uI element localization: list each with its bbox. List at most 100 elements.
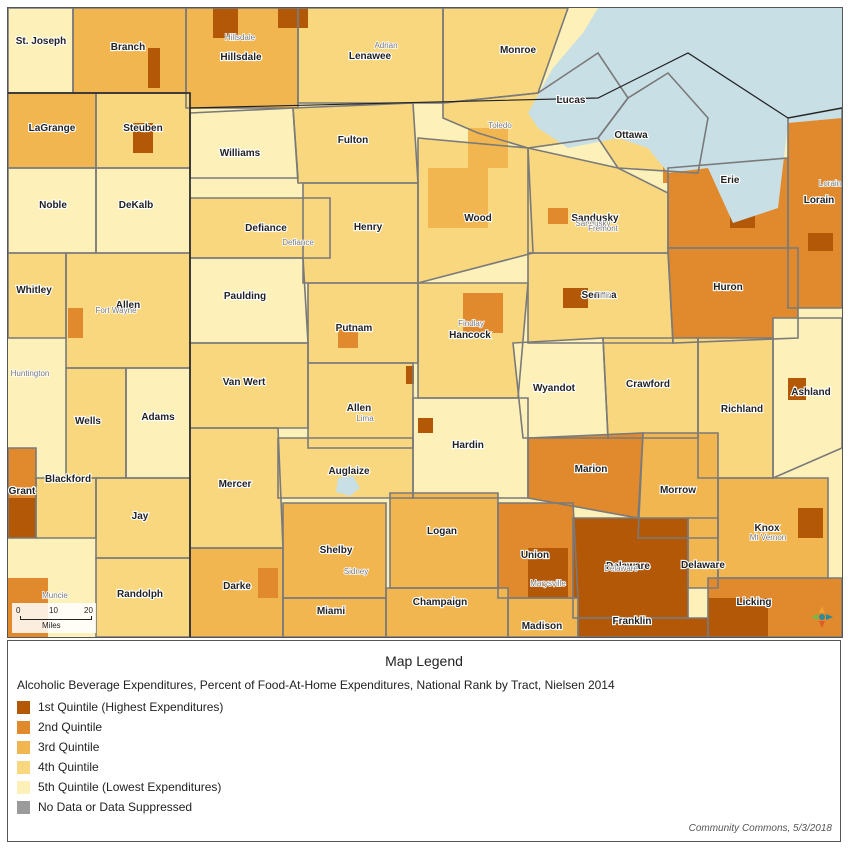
city-label: Adrian [374,41,397,50]
state-line [189,52,842,119]
county-area [8,253,66,338]
county-boundary [687,517,719,589]
tract-patch [278,8,308,28]
county-label: Auglaize [328,466,370,477]
lake-erie-water [336,8,842,496]
county-label: Grant [9,486,36,497]
county-boundary [772,317,842,480]
county-label: Huron [713,282,742,293]
county-label: Blackford [45,474,91,485]
map-canvas[interactable]: St. Joseph Branch Hillsdale Lenawee Monroe Lu… [8,8,842,637]
county-boundary [527,147,669,254]
county-boundary [95,557,191,637]
legend-label: 1st Quintile (Highest Expenditures) [38,700,224,714]
legend-item: 4th Quintile [17,757,223,777]
legend-item: 5th Quintile (Lowest Expenditures) [17,777,223,797]
county-area [788,108,842,308]
county-label: Putnam [336,323,373,334]
county-label: Seneca [581,290,616,301]
city-label: Toledo [488,121,512,130]
tract-patch [468,128,508,168]
county-area [443,8,568,103]
county-label: St. Joseph [16,36,67,47]
county-area [8,8,73,93]
county-label: Monroe [500,45,537,56]
county-area [513,338,608,438]
county-label: Lucas [557,95,586,106]
state-line [8,92,191,637]
county-area [8,168,96,253]
county-label: Madison [522,621,563,632]
county-label: LaGrange [29,123,76,134]
county-label: Fulton [338,135,369,146]
tract-patch [563,288,588,308]
tract-patch [588,528,633,588]
county-area [293,103,418,183]
county-area [190,198,330,258]
county-label: Marion [575,464,608,475]
county-area [308,363,413,448]
legend-swatch [17,800,30,814]
tract-patch [463,293,503,333]
county-label: Sandusky [571,213,619,224]
county-label: Miami [317,606,346,617]
legend-item: No Data or Data Suppressed [17,797,223,817]
county-label: Logan [427,526,457,537]
tract-patch [808,233,833,251]
county-label: Shelby [320,545,353,556]
county-area [278,438,413,498]
county-area [308,283,418,363]
tract-patch [258,568,278,598]
scale-unit-label: Miles [42,621,61,630]
county-area [390,493,498,588]
city-label: Marysville [530,579,566,588]
tract-patch [213,8,238,38]
tract-patch [788,378,806,400]
county-area [688,518,718,588]
city-label: Fremont [588,224,619,233]
county-label: Wells [75,416,101,427]
county-area [718,478,828,578]
city-label: Fort Wayne [95,306,137,315]
county-label: Mercer [219,479,252,490]
county-area [96,558,190,637]
county-label: Crawford [626,379,670,390]
tract-patch [133,123,153,153]
city-label: Huntington [11,369,50,378]
county-label: Wood [464,213,492,224]
tract-patch [8,498,36,538]
city-label: Sidney [344,567,368,576]
scale-bar-line [20,616,92,620]
county-label: Steuben [123,123,162,134]
attribution: Community Commons, 5/3/2018 [688,823,832,834]
legend-item: 1st Quintile (Highest Expenditures) [17,697,223,717]
choropleth-map[interactable]: St. Joseph Branch Hillsdale Lenawee Monroe Lu… [7,7,843,638]
county-area [96,478,190,558]
legend-swatch [17,700,30,714]
county-label: Williams [220,148,261,159]
label-layer: St. Joseph Branch Hillsdale Lenawee Monroe Lu… [8,32,842,633]
tract-patch [418,418,433,433]
county-label: Richland [721,404,763,415]
legend-label: 2nd Quintile [38,720,103,734]
legend-subtitle: Alcoholic Beverage Expenditures, Percent… [17,678,615,692]
boundary-layer [8,8,842,637]
city-label: Lima [356,414,374,423]
legend-swatch [17,740,30,754]
county-area [96,168,190,253]
tract-patch [528,548,568,598]
county-label: Franklin [613,616,652,627]
scale-bar: 0 10 20 Miles [12,603,96,633]
scale-tick-label: 20 [84,606,93,615]
county-label: Hancock [449,330,491,341]
county-area [66,368,126,478]
county-label: Allen [116,300,140,311]
legend-item: 3rd Quintile [17,737,223,757]
county-area [298,8,443,103]
map-legend: Map Legend Alcoholic Beverage Expenditur… [7,640,841,842]
county-area [190,258,308,343]
city-label: Lorain [819,179,841,188]
county-label: Champaign [413,597,467,608]
county-label: Adams [141,412,175,423]
city-label: Mt Vernon [750,533,786,542]
